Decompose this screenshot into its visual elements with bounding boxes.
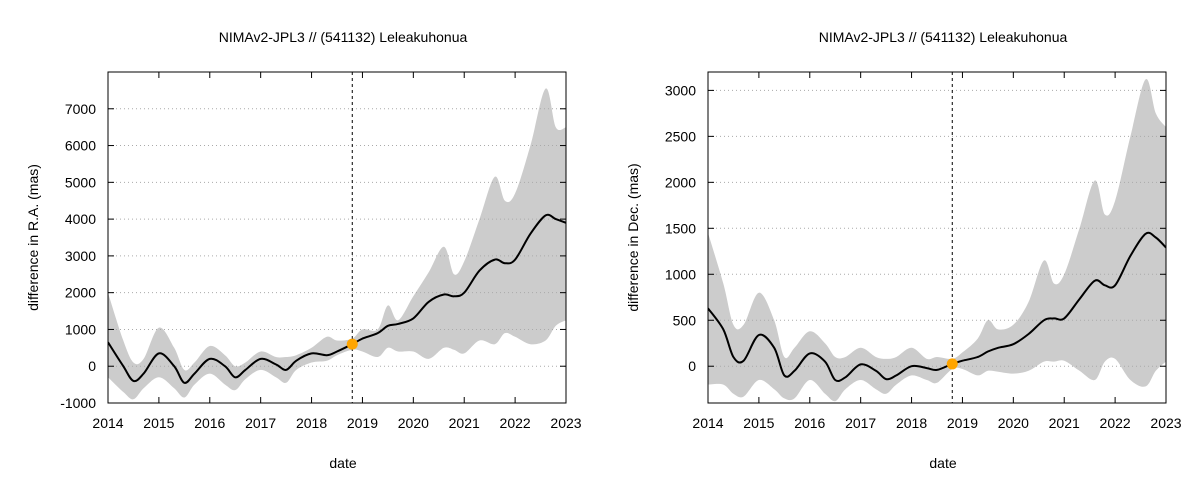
x-tick-label: 2018	[296, 415, 327, 431]
y-tick-label: 7000	[65, 101, 96, 117]
x-tick-label: 2023	[550, 415, 581, 431]
y-axis-label: difference in Dec. (mas)	[625, 163, 641, 311]
x-tick-label: 2020	[398, 415, 429, 431]
y-tick-label: 3000	[665, 82, 696, 98]
uncertainty-band	[708, 79, 1166, 402]
x-axis-label: date	[929, 455, 956, 471]
uncertainty-band	[108, 88, 566, 400]
plot-frame	[107, 71, 567, 404]
epoch-marker	[346, 338, 358, 350]
y-tick-label: 6000	[65, 138, 96, 154]
y-tick-label: 1000	[665, 266, 696, 282]
x-axis-label: date	[329, 455, 356, 471]
x-tick-label: 2014	[692, 415, 723, 431]
y-tick-label: 0	[88, 358, 96, 374]
epoch-marker	[946, 358, 958, 370]
x-tick-label: 2019	[347, 415, 378, 431]
x-tick-label: 2019	[947, 415, 978, 431]
x-tick-label: 2017	[845, 415, 876, 431]
ra-difference-chart: NIMAv2-JPL3 // (541132) Leleakuhonua -100…	[25, 29, 582, 471]
difference-line	[708, 231, 1166, 383]
x-tick-label: 2021	[1049, 415, 1080, 431]
y-tick-label: 0	[688, 358, 696, 374]
y-tick-label: 3000	[65, 248, 96, 264]
chart-title: NIMAv2-JPL3 // (541132) Leleakuhonua	[219, 29, 468, 45]
chart-title: NIMAv2-JPL3 // (541132) Leleakuhonua	[819, 29, 1068, 45]
y-tick-label: 2000	[665, 174, 696, 190]
plot-frame	[707, 71, 1167, 404]
x-tick-label: 2022	[500, 415, 531, 431]
y-tick-label: 500	[673, 312, 697, 328]
difference-line	[108, 213, 566, 384]
y-axis-label: difference in R.A. (mas)	[25, 164, 41, 311]
x-tick-label: 2022	[1100, 415, 1131, 431]
y-tick-label: -1000	[60, 395, 96, 411]
x-tick-label: 2015	[143, 415, 174, 431]
y-tick-label: 2000	[65, 285, 96, 301]
x-tick-label: 2016	[794, 415, 825, 431]
x-tick-label: 2021	[449, 415, 480, 431]
y-tick-label: 5000	[65, 174, 96, 190]
x-tick-label: 2016	[194, 415, 225, 431]
x-tick-label: 2015	[743, 415, 774, 431]
y-tick-label: 1500	[665, 220, 696, 236]
dec-difference-chart: NIMAv2-JPL3 // (541132) Leleakuhonua 0 500…	[625, 29, 1182, 471]
y-tick-label: 2500	[665, 128, 696, 144]
x-tick-label: 2014	[92, 415, 123, 431]
x-tick-label: 2023	[1150, 415, 1181, 431]
x-tick-label: 2018	[896, 415, 927, 431]
x-tick-label: 2020	[998, 415, 1029, 431]
y-tick-label: 4000	[65, 211, 96, 227]
y-tick-label: 1000	[65, 321, 96, 337]
x-tick-label: 2017	[245, 415, 276, 431]
